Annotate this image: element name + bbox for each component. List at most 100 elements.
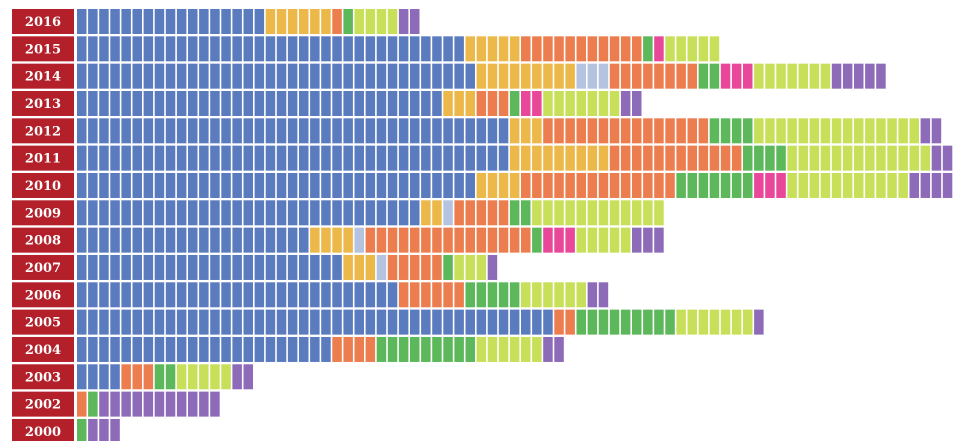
cell xyxy=(99,282,109,308)
cell xyxy=(354,172,364,198)
cell xyxy=(287,90,298,116)
cell xyxy=(620,36,631,62)
cell xyxy=(321,282,331,308)
cell xyxy=(110,9,120,34)
cell xyxy=(731,309,742,335)
cell xyxy=(931,118,942,144)
segment xyxy=(487,254,498,280)
cell xyxy=(165,145,176,171)
cell xyxy=(321,200,331,226)
cell xyxy=(121,90,131,116)
cell xyxy=(221,36,231,62)
cell xyxy=(376,254,387,280)
cell xyxy=(820,145,831,171)
cell xyxy=(920,118,931,144)
cell xyxy=(665,118,675,144)
cell xyxy=(88,364,98,390)
cell xyxy=(243,172,253,198)
segment xyxy=(443,90,475,116)
cell xyxy=(587,36,598,62)
cell xyxy=(132,254,142,280)
cell xyxy=(410,200,420,226)
cell xyxy=(310,336,320,362)
cell xyxy=(121,336,131,362)
segment xyxy=(77,282,398,308)
cell xyxy=(598,90,609,116)
cell xyxy=(343,282,353,308)
cell xyxy=(554,90,564,116)
cell xyxy=(243,336,253,362)
segment xyxy=(354,9,398,34)
cell xyxy=(620,227,631,253)
segment xyxy=(909,172,953,198)
cell xyxy=(454,172,464,198)
cell xyxy=(188,309,198,335)
cell xyxy=(88,172,98,198)
cell xyxy=(321,336,331,362)
cell xyxy=(365,227,376,253)
cell xyxy=(476,118,487,144)
cell xyxy=(99,145,109,171)
cell xyxy=(176,391,187,417)
cell xyxy=(143,63,154,89)
cell xyxy=(210,90,220,116)
cell xyxy=(354,63,364,89)
cell xyxy=(565,118,575,144)
cell xyxy=(432,336,442,362)
cell xyxy=(609,90,620,116)
segment xyxy=(265,9,331,34)
cell xyxy=(876,118,886,144)
cell xyxy=(243,364,253,390)
cell xyxy=(498,282,509,308)
cell xyxy=(110,254,120,280)
cell xyxy=(454,36,464,62)
cell xyxy=(232,118,242,144)
cell xyxy=(476,282,487,308)
cell xyxy=(909,172,919,198)
cell xyxy=(376,36,387,62)
cell xyxy=(265,9,276,34)
segment xyxy=(176,364,231,390)
cell xyxy=(176,63,187,89)
cell xyxy=(831,172,842,198)
cell xyxy=(188,36,198,62)
cell xyxy=(620,172,631,198)
year-label-box xyxy=(12,227,74,253)
cell xyxy=(421,90,431,116)
year-label-box xyxy=(12,63,74,89)
cell xyxy=(154,336,165,362)
cell xyxy=(176,309,187,335)
cell xyxy=(576,309,586,335)
cell xyxy=(598,172,609,198)
cell xyxy=(432,309,442,335)
cell xyxy=(521,63,531,89)
cell xyxy=(854,63,864,89)
cell xyxy=(365,309,376,335)
cell xyxy=(421,118,431,144)
cell xyxy=(942,145,953,171)
cell xyxy=(210,391,220,417)
cell xyxy=(165,282,176,308)
cell xyxy=(110,63,120,89)
cell xyxy=(165,9,176,34)
cell xyxy=(410,254,420,280)
cell xyxy=(165,118,176,144)
cell xyxy=(421,145,431,171)
cell xyxy=(176,90,187,116)
cell xyxy=(199,227,209,253)
cell xyxy=(176,118,187,144)
cell xyxy=(243,36,253,62)
cell xyxy=(587,145,598,171)
cell xyxy=(232,254,242,280)
cell xyxy=(465,309,475,335)
cell xyxy=(132,227,142,253)
year-label: 2013 xyxy=(25,97,61,112)
cell xyxy=(365,63,376,89)
cell xyxy=(565,90,575,116)
cell xyxy=(154,90,165,116)
cell xyxy=(909,145,919,171)
segment xyxy=(532,227,542,253)
cell xyxy=(132,336,142,362)
cell xyxy=(410,172,420,198)
cell xyxy=(332,145,342,171)
